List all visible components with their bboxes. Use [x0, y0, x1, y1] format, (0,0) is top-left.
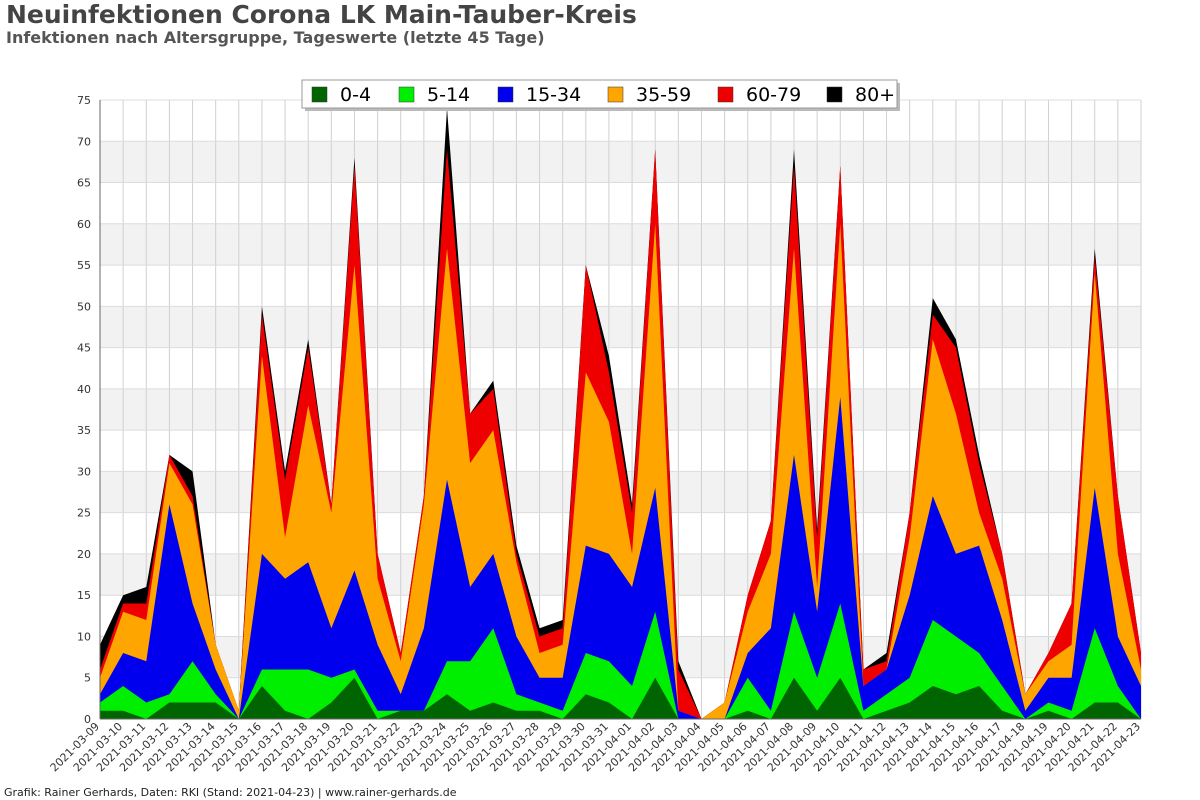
legend-box: [301, 79, 898, 109]
y-tick-labels: 0 5 10 15 20 25 30 35 40 45 50 55 60 65 70 75: [77, 94, 91, 726]
background-band: [100, 141, 1141, 183]
chart-title: Neuinfektionen Corona LK Main-Tauber-Kre…: [6, 0, 637, 29]
legend-swatch: [607, 86, 624, 103]
y-tick-label: 75: [77, 94, 91, 107]
y-tick-label: 40: [77, 383, 91, 396]
legend-swatch: [311, 86, 328, 103]
legend-swatch: [398, 86, 415, 103]
legend-label: 80+: [855, 84, 895, 106]
y-tick-label: 35: [77, 424, 91, 437]
area-0-4: [100, 677, 1141, 719]
x-tick-labels: 2021-03-092021-03-102021-03-112021-03-12…: [48, 720, 1143, 774]
background-band: [100, 265, 1141, 307]
y-tick-label: 30: [77, 465, 91, 478]
background-band: [100, 347, 1141, 389]
footer-credit: Grafik: Rainer Gerhards, Daten: RKI (Sta…: [4, 786, 457, 799]
y-tick-label: 25: [77, 507, 91, 520]
legend-swatch: [497, 86, 514, 103]
background-band: [100, 306, 1141, 348]
y-tick-label: 20: [77, 548, 91, 561]
background-band: [100, 182, 1141, 224]
series-areas: [100, 108, 1141, 720]
legend-label: 35-59: [636, 84, 691, 106]
legend: 0-4 5-14 15-34 35-59 60-79 80+: [301, 79, 900, 111]
axes: [99, 100, 1141, 720]
y-tick-label: 10: [77, 630, 91, 643]
background-band: [100, 223, 1141, 266]
y-tick-label: 15: [77, 589, 91, 602]
legend-label: 60-79: [746, 84, 801, 106]
legend-label: 5-14: [427, 84, 470, 106]
legend-swatch: [826, 86, 843, 103]
y-tick-label: 50: [77, 300, 91, 313]
y-tick-label: 45: [77, 342, 91, 355]
y-tick-label: 60: [77, 218, 91, 231]
chart-subtitle: Infektionen nach Altersgruppe, Tageswert…: [6, 28, 545, 47]
y-tick-label: 0: [84, 713, 91, 726]
area-15-34: [100, 397, 1141, 719]
y-tick-label: 70: [77, 135, 91, 148]
legend-swatch: [717, 86, 734, 103]
y-tick-label: 55: [77, 259, 91, 272]
legend-label: 0-4: [340, 84, 371, 106]
y-tick-label: 65: [77, 177, 91, 190]
y-tick-label: 5: [84, 672, 91, 685]
legend-label: 15-34: [526, 84, 581, 106]
